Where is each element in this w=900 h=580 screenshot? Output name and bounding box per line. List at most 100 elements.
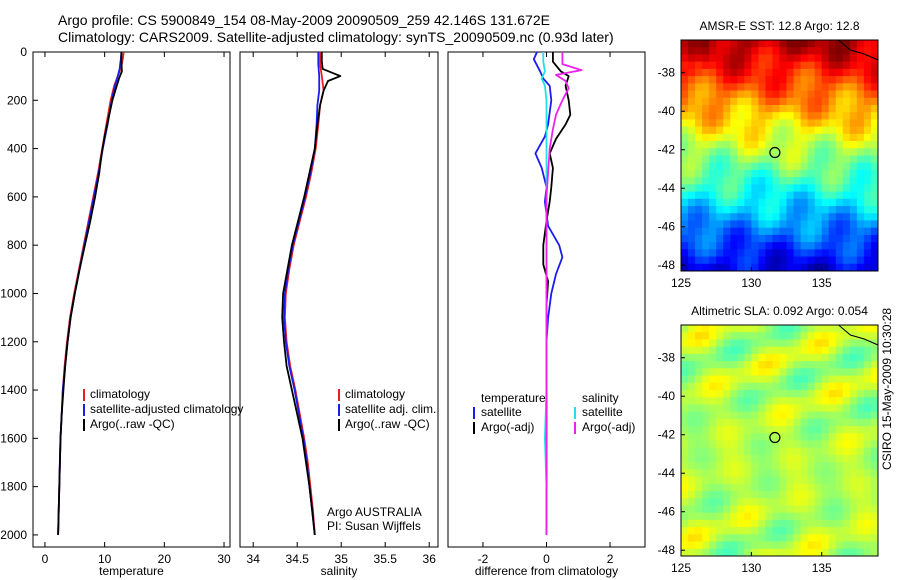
sst-cell — [814, 249, 823, 258]
sla-cell — [786, 339, 795, 348]
sla-cell — [821, 491, 830, 499]
sst-cell — [709, 206, 717, 214]
sla-cell — [716, 433, 724, 441]
sst-cell — [772, 177, 780, 185]
sst-cell — [863, 213, 872, 221]
sst-cell — [856, 213, 865, 221]
difference-legend-label: satellite — [481, 405, 522, 419]
sst-cell — [723, 263, 731, 272]
sla-cell — [688, 462, 696, 470]
sla-cell — [793, 433, 802, 441]
sla-cell — [744, 541, 752, 550]
sst-cell — [828, 177, 837, 185]
sla-cell — [779, 534, 788, 543]
sst-cell — [821, 162, 830, 171]
sla-cell — [681, 505, 689, 514]
sla-cell — [849, 469, 858, 478]
sst-cell — [849, 126, 858, 135]
sst-cell — [681, 141, 689, 149]
sst-cell — [856, 148, 865, 156]
sla-cell — [751, 418, 759, 427]
sla-cell — [751, 519, 759, 528]
sst-cell — [800, 206, 809, 214]
temperature-xtick-label: 10 — [98, 552, 112, 566]
sla-cell — [842, 397, 851, 405]
sla-cell — [765, 382, 773, 391]
sla-cell — [807, 512, 816, 521]
sst-cell — [800, 97, 809, 106]
salinity-xlabel: salinity — [321, 564, 358, 578]
sla-cell — [814, 498, 823, 506]
sla-cell — [695, 389, 703, 398]
sst-cell — [856, 61, 865, 70]
sst-cell — [772, 242, 780, 250]
sla-cell — [814, 418, 823, 427]
sst-cell — [821, 263, 830, 272]
sla-cell — [730, 404, 738, 413]
sst-cell — [800, 40, 809, 48]
sst-cell — [737, 191, 745, 200]
sst-cell — [758, 47, 766, 55]
sst-cell — [786, 249, 795, 258]
sla-cell — [786, 389, 795, 398]
sst-cell — [842, 97, 851, 106]
sla-cell — [744, 426, 752, 434]
sst-cell — [758, 133, 766, 142]
sst-cell — [702, 148, 710, 156]
sst-cell — [765, 227, 773, 236]
sla-cell — [709, 505, 717, 514]
sst-cell — [814, 155, 823, 164]
sla-cell — [807, 440, 816, 449]
sst-cell — [744, 155, 752, 164]
sst-cell — [807, 112, 816, 120]
sst-cell — [821, 40, 830, 48]
sla-cell — [709, 483, 717, 492]
sla-cell — [737, 541, 745, 550]
sla-cell — [730, 339, 738, 348]
sst-cell — [793, 177, 802, 185]
sla-cell — [786, 368, 795, 377]
sla-cell — [863, 397, 872, 405]
sst-cell — [863, 90, 872, 99]
sst-cell — [737, 177, 745, 185]
sla-cell — [821, 375, 830, 384]
sla-cell — [702, 440, 710, 449]
sla-cell — [758, 346, 766, 355]
sla-cell — [751, 440, 759, 449]
sla-cell — [695, 426, 703, 434]
sst-cell — [723, 184, 731, 193]
sla-cell — [856, 418, 865, 427]
sla-cell — [793, 491, 802, 499]
sst-cell — [723, 76, 731, 84]
sla-cell — [758, 404, 766, 413]
sla-cell — [716, 469, 724, 478]
sla-cell — [765, 339, 773, 348]
sst-cell — [730, 162, 738, 171]
sst-cell — [786, 83, 795, 92]
sla-cell — [737, 519, 745, 528]
sla-cell — [730, 375, 738, 384]
sla-cell — [863, 339, 872, 348]
sla-cell — [828, 325, 837, 333]
sla-cell — [744, 397, 752, 405]
sla-cell — [786, 447, 795, 456]
sla-cell — [772, 548, 780, 557]
sst-cell — [716, 256, 724, 265]
sla-cell — [856, 454, 865, 463]
sst-cell — [681, 234, 689, 243]
sla-ytick-label: -48 — [658, 543, 676, 557]
sst-cell — [751, 90, 759, 99]
sla-cell — [800, 353, 809, 362]
sst-cell — [744, 177, 752, 185]
sst-cell — [870, 133, 879, 142]
sla-cell — [856, 382, 865, 391]
sst-cell — [702, 61, 710, 70]
sla-cell — [723, 368, 731, 377]
sst-cell — [730, 76, 738, 84]
sst-cell — [688, 54, 696, 63]
sst-cell — [863, 141, 872, 149]
sst-cell — [793, 256, 802, 265]
sla-cell — [870, 541, 879, 550]
sla-ytick-label: -44 — [658, 466, 676, 480]
sla-cell — [730, 418, 738, 427]
